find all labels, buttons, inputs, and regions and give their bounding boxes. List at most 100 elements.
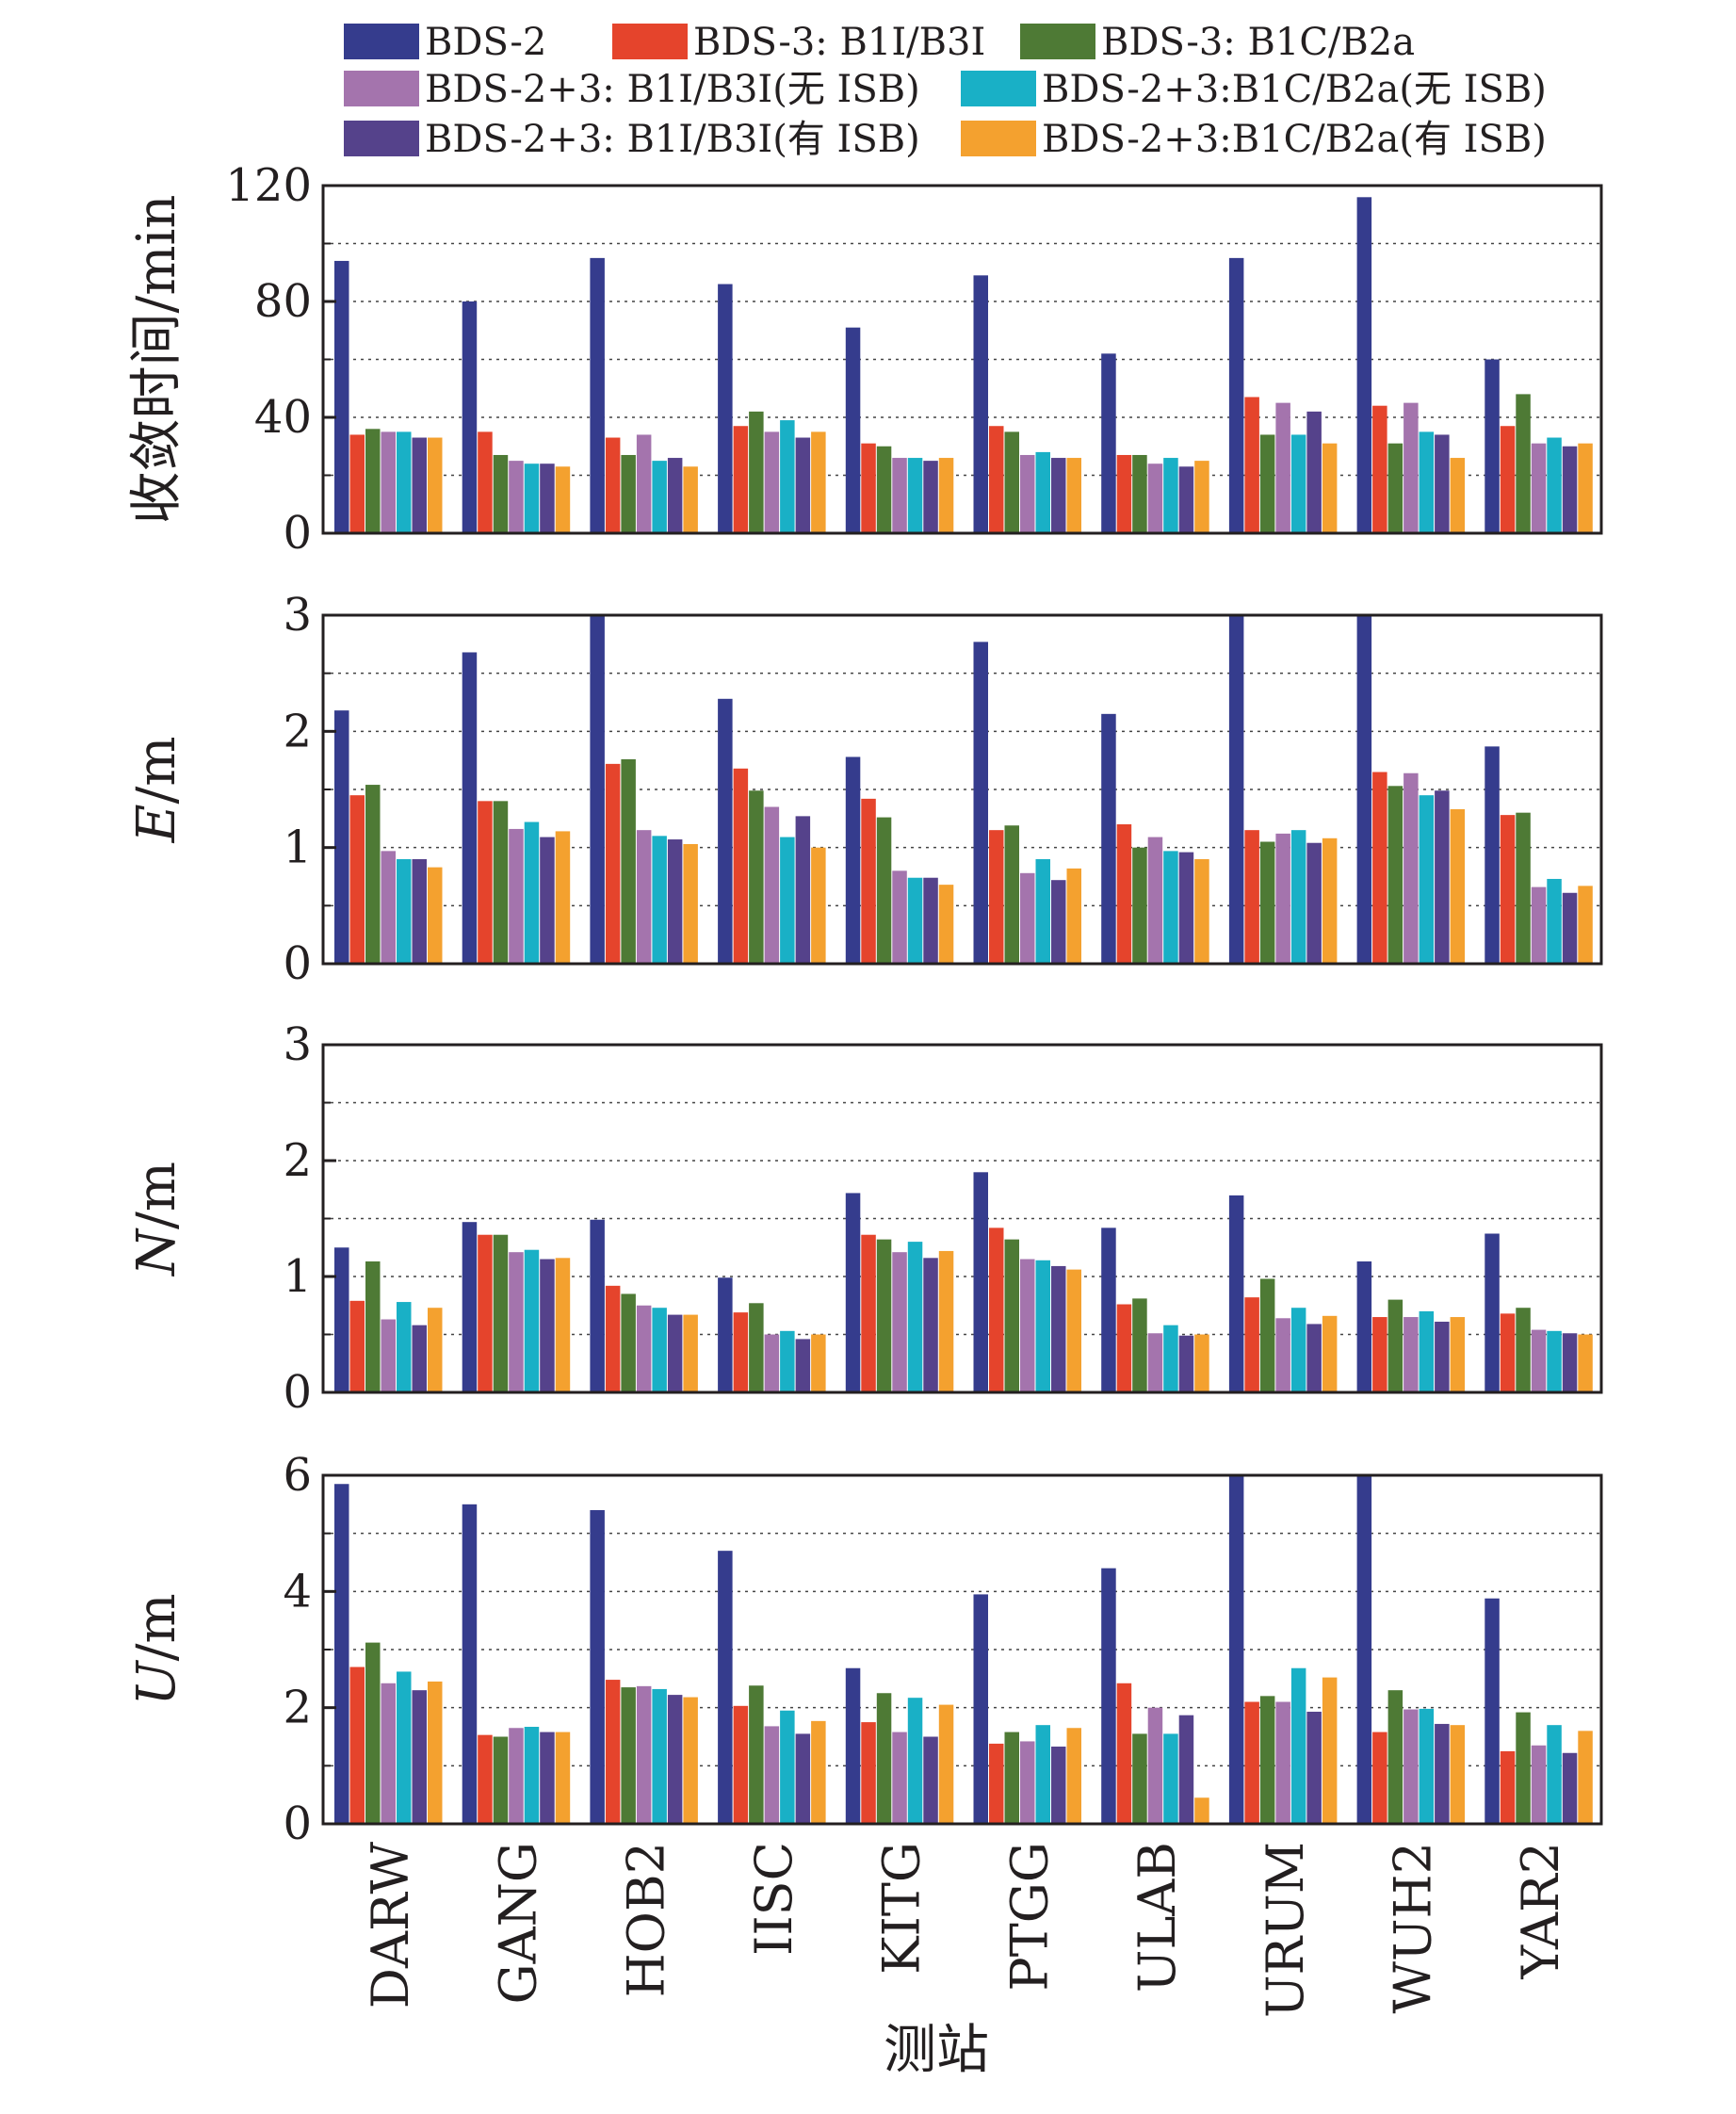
bar <box>938 458 954 533</box>
bar <box>1435 1723 1450 1824</box>
bar <box>1500 1313 1516 1392</box>
bar <box>1101 1568 1116 1824</box>
bar <box>861 798 876 964</box>
bar <box>795 816 811 964</box>
x-category-labels: DARW GANG HOB2 IISC KITG PTGG ULAB URUM WUH2 YAR2 <box>361 1842 1570 2018</box>
bar <box>397 859 412 964</box>
bar <box>907 1698 923 1824</box>
bar <box>493 801 509 964</box>
bar <box>1066 458 1081 533</box>
x-category-label: IISC <box>744 1842 803 1956</box>
bar <box>428 1681 443 1824</box>
y-axis-label-italic: E <box>126 805 187 844</box>
bar <box>764 1334 780 1392</box>
legend-label: BDS-2+3: B1I/B3I(无 ISB) <box>425 68 920 111</box>
bar <box>1020 1259 1035 1392</box>
panel-2: 0 1 2 3 E/m <box>126 589 1603 990</box>
bar <box>718 1277 733 1392</box>
bar <box>1516 812 1531 964</box>
legend-item: BDS-3: B1C/B2a <box>1020 21 1415 64</box>
bar <box>811 1334 826 1392</box>
bar <box>764 431 780 533</box>
legend-swatch <box>612 24 688 59</box>
bar <box>1116 1683 1132 1824</box>
bar <box>1163 851 1178 964</box>
bar <box>1147 1707 1163 1824</box>
bar <box>1450 808 1466 964</box>
bar <box>667 458 683 533</box>
bar <box>1485 746 1500 964</box>
bar <box>349 795 365 964</box>
bar <box>1290 830 1306 964</box>
bar <box>428 1308 443 1392</box>
bar <box>749 790 764 964</box>
bar <box>1356 1475 1372 1824</box>
bar <box>381 1319 396 1392</box>
bar <box>1547 437 1562 533</box>
bar <box>1562 1333 1578 1392</box>
bar <box>718 1551 733 1824</box>
bar <box>1403 772 1419 964</box>
bar <box>1547 1330 1562 1392</box>
bar <box>334 1484 349 1824</box>
bar <box>605 1680 621 1824</box>
y-axis-label-italic: U <box>126 1660 187 1706</box>
legend-swatch <box>344 24 419 59</box>
bar <box>1194 1797 1209 1824</box>
bar <box>605 763 621 964</box>
bar <box>1322 1315 1338 1392</box>
bar <box>989 830 1004 964</box>
bar <box>811 1720 826 1824</box>
legend-item: BDS-2+3: B1I/B3I(无 ISB) <box>344 68 920 111</box>
bar <box>749 1685 764 1824</box>
bar <box>861 443 876 533</box>
bar <box>923 877 938 964</box>
bar <box>493 454 509 533</box>
bar <box>1306 842 1322 964</box>
bar <box>973 1594 988 1824</box>
bar <box>478 1234 493 1392</box>
x-category-label: KITG <box>872 1842 932 1975</box>
bar <box>907 458 923 533</box>
bar <box>334 1247 349 1392</box>
bar <box>989 1743 1004 1824</box>
bar <box>1275 833 1290 964</box>
bar <box>555 1258 571 1392</box>
bar <box>1163 1325 1178 1392</box>
bar <box>1322 837 1338 964</box>
bar <box>334 260 349 533</box>
bar <box>1147 1333 1163 1392</box>
bar <box>1403 1709 1419 1824</box>
bar <box>1275 402 1290 533</box>
legend-swatch <box>961 121 1036 156</box>
bar <box>540 463 555 533</box>
bar <box>555 466 571 533</box>
bar <box>1372 1317 1387 1392</box>
bar <box>349 434 365 533</box>
bar <box>1244 1297 1259 1392</box>
bar <box>1066 1269 1081 1392</box>
y-tick-label: 80 <box>254 275 312 328</box>
bar <box>1132 454 1147 533</box>
x-category-label: DARW <box>361 1842 420 2009</box>
bar <box>718 698 733 964</box>
bar <box>1228 257 1244 533</box>
bar <box>397 1671 412 1824</box>
bar <box>861 1722 876 1824</box>
bar <box>1132 847 1147 964</box>
bar <box>478 1734 493 1824</box>
y-axis-label-unit: /m <box>126 1162 187 1229</box>
bar <box>1387 443 1403 533</box>
bar <box>1450 1317 1466 1392</box>
bar <box>1419 1708 1435 1824</box>
bar <box>1035 859 1050 964</box>
bar <box>1516 1308 1531 1392</box>
bar <box>478 431 493 533</box>
bar <box>509 1728 524 1824</box>
bar <box>1178 1335 1194 1392</box>
bar <box>845 327 861 533</box>
bar <box>334 710 349 964</box>
bar <box>590 615 605 964</box>
bar <box>1322 443 1338 533</box>
